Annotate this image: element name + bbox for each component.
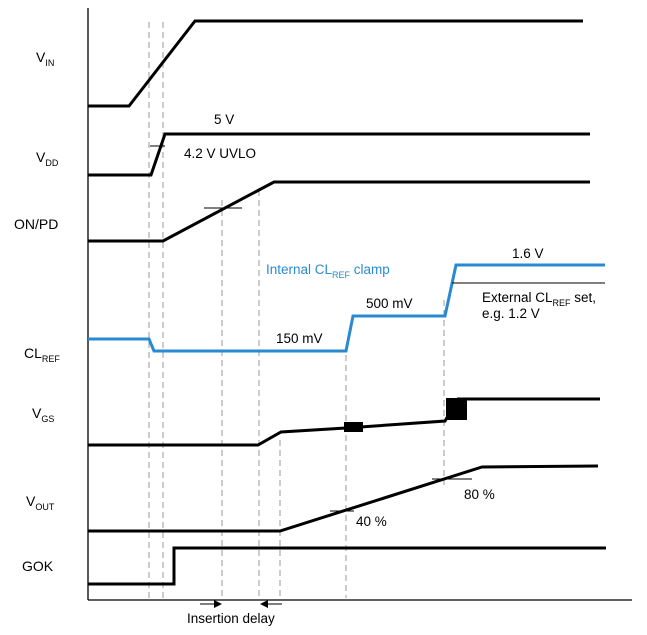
annotation-vdd-5v: 5 V [214,112,234,127]
insertion-delay-arrows [200,600,282,608]
waveform-gok [88,546,606,586]
label-vdd: VDD [36,149,59,168]
label-vgs: VGS [32,405,54,424]
annotation-internal-clamp: Internal CLREF clamp [266,262,390,280]
label-vin: VIN [36,49,54,68]
annotation-500mv: 500 mV [366,296,413,311]
waveform-clref [88,263,605,353]
label-gok: GOK [22,558,54,574]
annotation-1-6v: 1.6 V [512,246,544,261]
waveform-vdd [88,132,590,177]
annotation-80pct: 80 % [464,487,495,502]
annotation-external-example: e.g. 1.2 V [482,306,540,321]
annotation-insertion-delay: Insertion delay [187,611,275,626]
label-onpd: ON/PD [14,216,58,232]
annotation-uvlo: 4.2 V UVLO [184,146,256,161]
annotation-40pct: 40 % [356,514,387,529]
waveform-vout [88,464,599,533]
label-clref: CLREF [24,345,60,364]
vgs-plateau-2 [446,398,467,420]
label-vout: VOUT [26,493,55,512]
waveform-vin [88,19,583,108]
waveform-onpd [88,180,590,243]
annotation-150mv: 150 mV [276,331,323,346]
annotation-external-clref: External CLREF set, [482,290,596,308]
vgs-plateau-1 [344,422,363,432]
